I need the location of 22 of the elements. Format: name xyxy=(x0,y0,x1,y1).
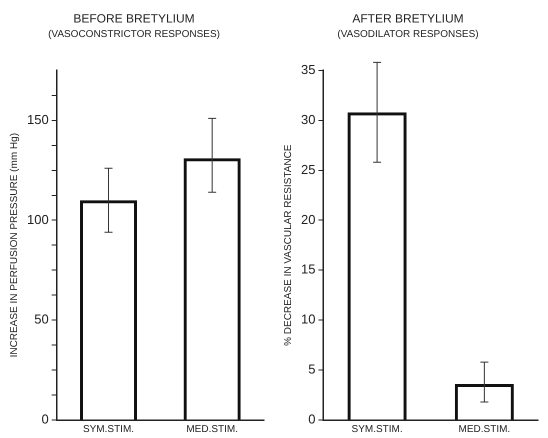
y-tick-label: 0 xyxy=(308,412,316,427)
chart-title: BEFORE BRETYLIUM xyxy=(73,12,195,26)
y-axis-title: % DECREASE IN VASCULAR RESISTANCE xyxy=(282,144,294,346)
x-tick-label: MED.STIM. xyxy=(458,424,510,435)
y-tick-label: 30 xyxy=(300,112,316,127)
y-tick-label: 150 xyxy=(26,112,49,127)
x-tick-label: SYM.STIM. xyxy=(352,424,403,435)
x-tick-label: MED.STIM. xyxy=(186,424,238,435)
chart-title: AFTER BRETYLIUM xyxy=(352,12,464,26)
chart-subtitle: (VASODILATOR RESPONSES) xyxy=(337,29,479,40)
y-tick-label: 5 xyxy=(308,362,316,377)
y-tick-label: 15 xyxy=(300,262,316,277)
x-tick-label: SYM.STIM. xyxy=(82,424,134,435)
y-tick-label: 35 xyxy=(300,62,316,77)
chart-subtitle: (VASOCONSTRICTOR RESPONSES) xyxy=(48,29,220,40)
y-tick-label: 50 xyxy=(34,312,49,327)
y-axis-title: INCREASE IN PERFUSION PRESSURE (mm Hg) xyxy=(8,132,20,358)
y-tick-label: 100 xyxy=(26,212,49,227)
y-tick-label: 20 xyxy=(300,212,316,227)
y-tick-label: 25 xyxy=(300,162,316,177)
y-tick-label: 0 xyxy=(41,412,49,427)
y-tick-label: 10 xyxy=(300,312,316,327)
